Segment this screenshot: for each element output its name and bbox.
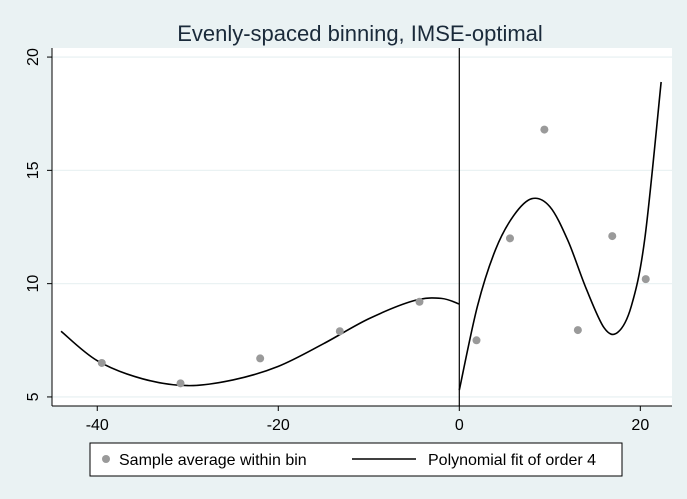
y-tick-label: 10 <box>25 275 42 293</box>
x-tick-label: 20 <box>631 417 649 434</box>
data-point <box>573 326 582 335</box>
data-point <box>97 358 106 367</box>
data-point <box>540 125 549 134</box>
x-tick-label: -20 <box>267 417 290 434</box>
grid-lines <box>52 56 672 398</box>
data-point <box>608 232 617 241</box>
data-point <box>472 336 481 345</box>
axes: 5 10 15 20 -40 -20 0 20 <box>25 48 672 434</box>
data-point <box>176 379 185 388</box>
fit-lines <box>60 81 662 391</box>
legend-label-fit: Polynomial fit of order 4 <box>428 452 596 469</box>
data-point <box>256 354 265 363</box>
legend-label-points: Sample average within bin <box>119 452 307 469</box>
y-tick-label: 20 <box>25 48 42 66</box>
legend-marker-points <box>102 455 110 463</box>
data-point <box>335 327 344 336</box>
data-point <box>415 297 424 306</box>
data-point <box>641 275 650 284</box>
plot-area <box>52 48 672 406</box>
fit-line-segment <box>60 297 460 387</box>
legend: Sample average within bin Polynomial fit… <box>89 442 623 477</box>
y-tick-label: 15 <box>25 161 42 179</box>
scatter-points <box>97 125 650 388</box>
chart-title: Evenly-spaced binning, IMSE-optimal <box>177 21 543 46</box>
data-point <box>505 234 514 243</box>
fit-line-segment <box>458 81 662 391</box>
y-tick-label: 5 <box>25 392 42 401</box>
x-tick-label: -40 <box>86 417 109 434</box>
x-tick-label: 0 <box>455 417 464 434</box>
